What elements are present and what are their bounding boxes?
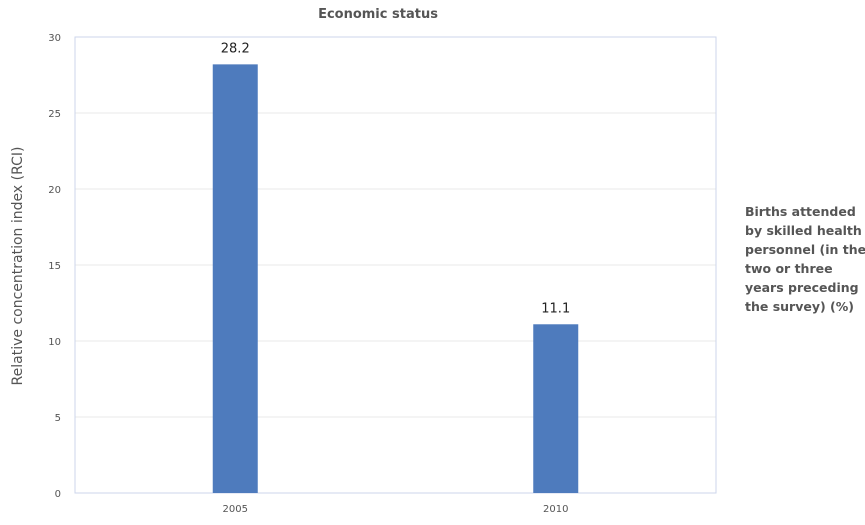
x-tick-label: 2005 [223,504,248,515]
y-tick-label: 10 [48,337,61,348]
bar-2005[interactable] [212,64,258,494]
legend-line: years preceding [745,280,859,295]
gridlines [75,112,716,418]
data-label-2005: 28.2 [221,41,250,56]
chart-title: Economic status [318,7,438,22]
bars [212,64,579,494]
y-tick-label: 20 [48,185,61,196]
x-axis-ticks: 2005 2010 [223,504,569,515]
x-tick-label: 2010 [543,504,568,515]
plot-area-frame [74,36,717,494]
y-axis-ticks: 0 5 10 15 20 25 30 [48,33,61,500]
y-tick-label: 30 [48,33,61,44]
y-tick-label: 15 [48,261,61,272]
y-tick-label: 0 [55,489,61,500]
y-tick-label: 25 [48,109,61,120]
legend-line: the survey) (%) [745,299,854,314]
data-labels: 28.2 11.1 [221,41,570,316]
legend-line: Births attended [745,204,856,219]
legend-line: personnel (in the [745,242,865,257]
y-axis-label: Relative concentration index (RCI) [10,147,26,386]
legend[interactable]: Births attended by skilled health personne… [745,204,865,314]
data-label-2010: 11.1 [541,301,570,316]
y-tick-label: 5 [55,413,61,424]
legend-line: two or three [745,261,833,276]
legend-line: by skilled health [745,223,862,238]
bar-2010[interactable] [533,324,579,493]
